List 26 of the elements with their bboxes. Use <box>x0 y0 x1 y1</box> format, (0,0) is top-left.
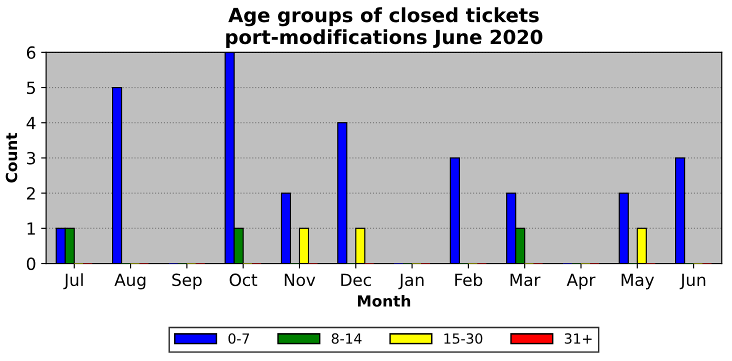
y-tick-label: 0 <box>26 257 36 270</box>
x-tick-label: Jun <box>680 274 706 290</box>
x-tick-label: Dec <box>341 274 371 286</box>
x-tick-label: Feb <box>455 273 482 286</box>
legend-label: 15-30 <box>444 333 482 344</box>
chart-title: Age groups of closed tickets port-modifications June 2020 <box>226 7 542 48</box>
x-tick-label: Sep <box>172 274 202 290</box>
y-tick-label: 3 <box>27 152 36 165</box>
x-tick-label: May <box>622 274 654 290</box>
y-axis-title: Count <box>6 132 18 183</box>
y-tick-label: 5 <box>27 82 35 94</box>
x-tick-label: Jul <box>63 273 83 290</box>
y-tick-label: 6 <box>26 46 36 59</box>
y-tick-label: 2 <box>27 187 35 200</box>
y-tick-label: 4 <box>26 116 36 130</box>
x-tick-label: Oct <box>230 274 258 286</box>
legend-label: 31+ <box>564 333 592 344</box>
y-tick-label: 1 <box>28 222 35 235</box>
x-tick-label: Jan <box>398 274 424 290</box>
x-tick-label: Nov <box>284 274 316 286</box>
x-axis-title: Month <box>358 294 410 307</box>
x-tick-label: Aug <box>114 274 146 290</box>
legend-label: 0-7 <box>228 333 250 344</box>
x-tick-label: Mar <box>510 274 540 286</box>
legend-label: 8-14 <box>332 333 362 344</box>
x-tick-label: Apr <box>566 274 596 290</box>
